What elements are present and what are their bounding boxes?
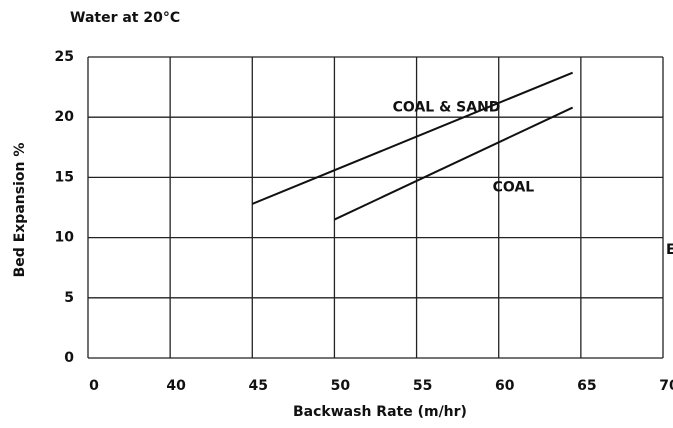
- series-line: [334, 106, 574, 221]
- x-tick-label: 45: [249, 378, 268, 394]
- series-line: [251, 71, 574, 205]
- y-tick-label: 10: [55, 230, 75, 246]
- x-tick-label: 50: [331, 378, 351, 394]
- series-label: COAL: [493, 180, 535, 196]
- y-tick-label: 15: [55, 169, 74, 185]
- x-tick-label: 60: [495, 378, 515, 394]
- chart-title: Water at 20°C: [70, 10, 180, 26]
- y-tick-label: 20: [55, 109, 75, 125]
- y-tick-label: 25: [55, 49, 74, 65]
- y-tick-label: 0: [64, 350, 74, 366]
- series-label: COAL & SAND: [393, 100, 501, 116]
- y-axis-label: Bed Expansion %: [12, 143, 28, 278]
- x-tick-label: 40: [166, 378, 186, 394]
- annotation: E: [666, 242, 673, 258]
- x-axis-label: Backwash Rate (m/hr): [293, 404, 467, 420]
- x-tick-label: 65: [577, 378, 596, 394]
- x-tick-label: 55: [413, 378, 432, 394]
- x-tick-label: 0: [89, 378, 99, 394]
- y-tick-label: 5: [64, 290, 74, 306]
- x-tick-label: 70: [659, 378, 673, 394]
